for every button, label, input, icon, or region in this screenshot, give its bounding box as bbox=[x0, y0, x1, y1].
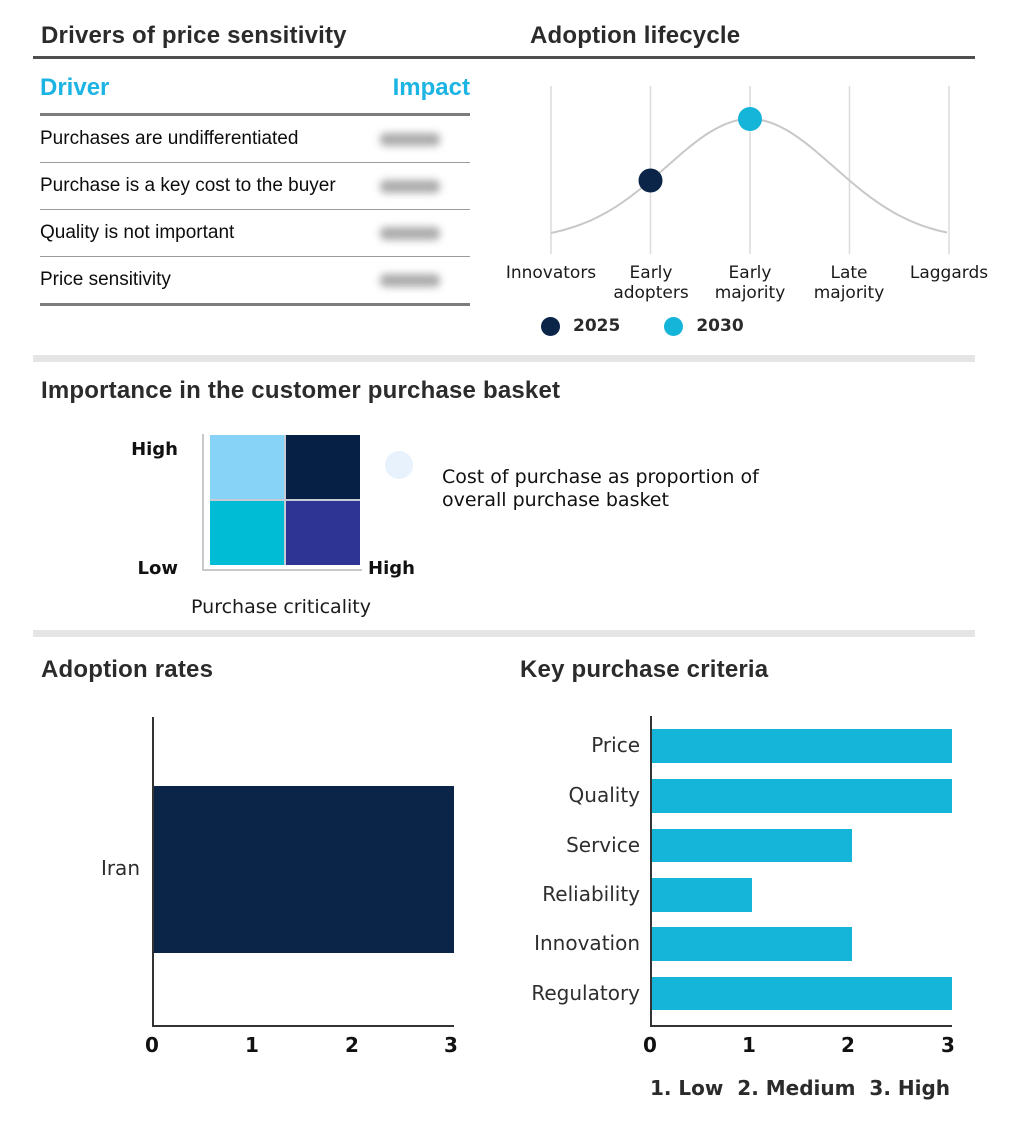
x-tick: 0 bbox=[145, 1033, 159, 1057]
section-divider bbox=[33, 630, 975, 637]
x-tick: 3 bbox=[941, 1033, 955, 1057]
category-label: Price bbox=[591, 733, 640, 757]
quadrant-cell-top-left bbox=[210, 435, 284, 499]
drivers-section-title: Drivers of price sensitivity bbox=[41, 22, 347, 49]
header-underline bbox=[33, 56, 975, 59]
x-tick: 3 bbox=[444, 1033, 458, 1057]
lifecycle-category-label: Late majority bbox=[813, 263, 885, 303]
lifecycle-legend: 2025 2030 bbox=[541, 316, 744, 336]
bar-price bbox=[652, 729, 952, 763]
x-tick: 2 bbox=[345, 1033, 359, 1057]
category-label: Innovation bbox=[534, 931, 640, 955]
impact-value-redacted bbox=[380, 179, 440, 193]
impact-value-redacted bbox=[380, 226, 440, 240]
table-row: Price sensitivity bbox=[40, 257, 470, 306]
quadrant-x-axis-title: Purchase criticality bbox=[191, 596, 371, 618]
legend-dot-2025 bbox=[541, 316, 560, 336]
lifecycle-category-label: Innovators bbox=[505, 263, 597, 283]
quadrant-y-axis bbox=[202, 434, 204, 571]
x-tick: 2 bbox=[841, 1033, 855, 1057]
category-label: Regulatory bbox=[531, 981, 640, 1005]
rating-scale-footnote: 1. Low 2. Medium 3. High bbox=[649, 1076, 951, 1100]
legend-item-2030: 2030 bbox=[664, 316, 744, 336]
impact-value-redacted bbox=[380, 273, 440, 287]
y-axis-low-label: Low bbox=[137, 558, 178, 579]
legend-label: 2030 bbox=[696, 316, 744, 336]
lifecycle-category-label: Early adopters bbox=[613, 263, 689, 303]
basket-section-title: Importance in the customer purchase bask… bbox=[41, 377, 561, 404]
category-label: Service bbox=[566, 833, 640, 857]
bar-reliability bbox=[652, 878, 752, 912]
table-row: Purchase is a key cost to the buyer bbox=[40, 163, 470, 210]
lifecycle-section-title: Adoption lifecycle bbox=[530, 22, 741, 49]
table-row: Purchases are undifferentiated bbox=[40, 116, 470, 163]
drivers-table: Driver Impact Purchases are undifferenti… bbox=[40, 72, 470, 306]
adoption-rates-title: Adoption rates bbox=[41, 656, 214, 683]
adoption-rates-plot bbox=[152, 717, 454, 1027]
bar-regulatory bbox=[652, 977, 952, 1010]
legend-label: 2025 bbox=[573, 316, 621, 336]
position-marker-dot bbox=[385, 451, 413, 479]
quadrant-matrix bbox=[210, 435, 413, 565]
quadrant-x-axis bbox=[202, 569, 362, 571]
column-header-impact: Impact bbox=[392, 74, 470, 101]
column-header-driver: Driver bbox=[40, 74, 110, 101]
purchase-criteria-plot bbox=[650, 716, 952, 1027]
quadrant-cell-bottom-left bbox=[210, 501, 284, 565]
bar-iran bbox=[154, 786, 454, 953]
bar-innovation bbox=[652, 927, 852, 961]
driver-cell: Purchases are undifferentiated bbox=[40, 128, 299, 149]
driver-cell: Purchase is a key cost to the buyer bbox=[40, 175, 336, 196]
driver-cell: Quality is not important bbox=[40, 222, 235, 243]
lifecycle-category-label: Laggards bbox=[909, 263, 989, 283]
drivers-table-header: Driver Impact bbox=[40, 72, 470, 116]
table-row: Quality is not important bbox=[40, 210, 470, 257]
driver-cell: Price sensitivity bbox=[40, 269, 171, 290]
impact-value-redacted bbox=[380, 132, 440, 146]
x-tick: 1 bbox=[742, 1033, 756, 1057]
y-axis-high-label: High bbox=[131, 439, 178, 460]
x-axis-high-label: High bbox=[368, 558, 415, 579]
category-label: Reliability bbox=[542, 882, 640, 906]
category-label: Quality bbox=[568, 783, 640, 807]
legend-dot-2030 bbox=[664, 316, 684, 336]
bar-quality bbox=[652, 779, 952, 813]
adoption-lifecycle-chart bbox=[550, 86, 950, 254]
legend-item-2025: 2025 bbox=[541, 316, 620, 336]
basket-annotation: Cost of purchase as proportion of overal… bbox=[442, 466, 759, 511]
section-divider bbox=[33, 355, 975, 362]
category-label-iran: Iran bbox=[100, 856, 140, 880]
quadrant-cell-bottom-right bbox=[286, 501, 360, 565]
purchase-criteria-title: Key purchase criteria bbox=[520, 656, 769, 683]
x-tick: 1 bbox=[245, 1033, 259, 1057]
x-tick: 0 bbox=[643, 1033, 657, 1057]
lifecycle-category-label: Early majority bbox=[714, 263, 786, 303]
bar-service bbox=[652, 829, 852, 862]
quadrant-cell-top-right bbox=[286, 435, 413, 499]
